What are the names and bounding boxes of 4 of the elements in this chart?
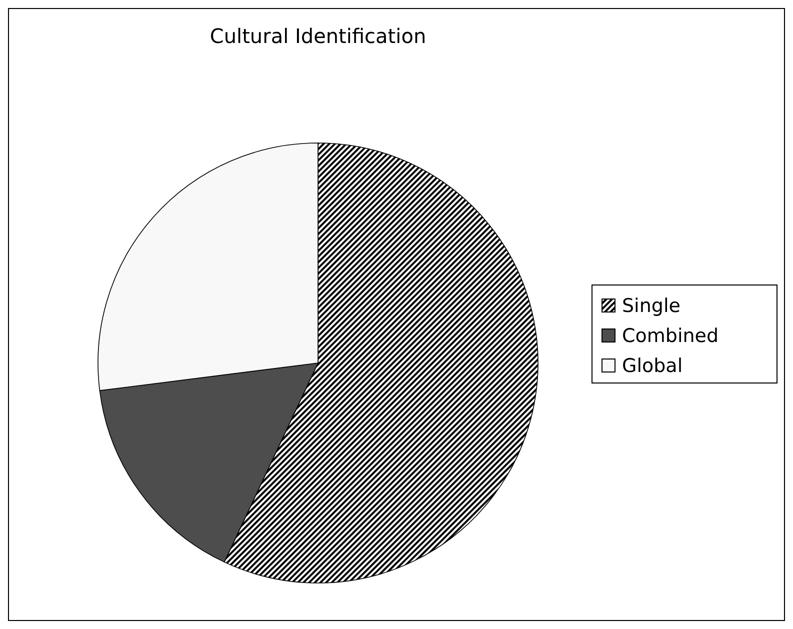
legend-label: Single xyxy=(622,295,680,317)
legend-label: Global xyxy=(622,355,683,377)
legend-label: Combined xyxy=(622,325,719,347)
chart-title: Cultural Identification xyxy=(210,24,426,48)
